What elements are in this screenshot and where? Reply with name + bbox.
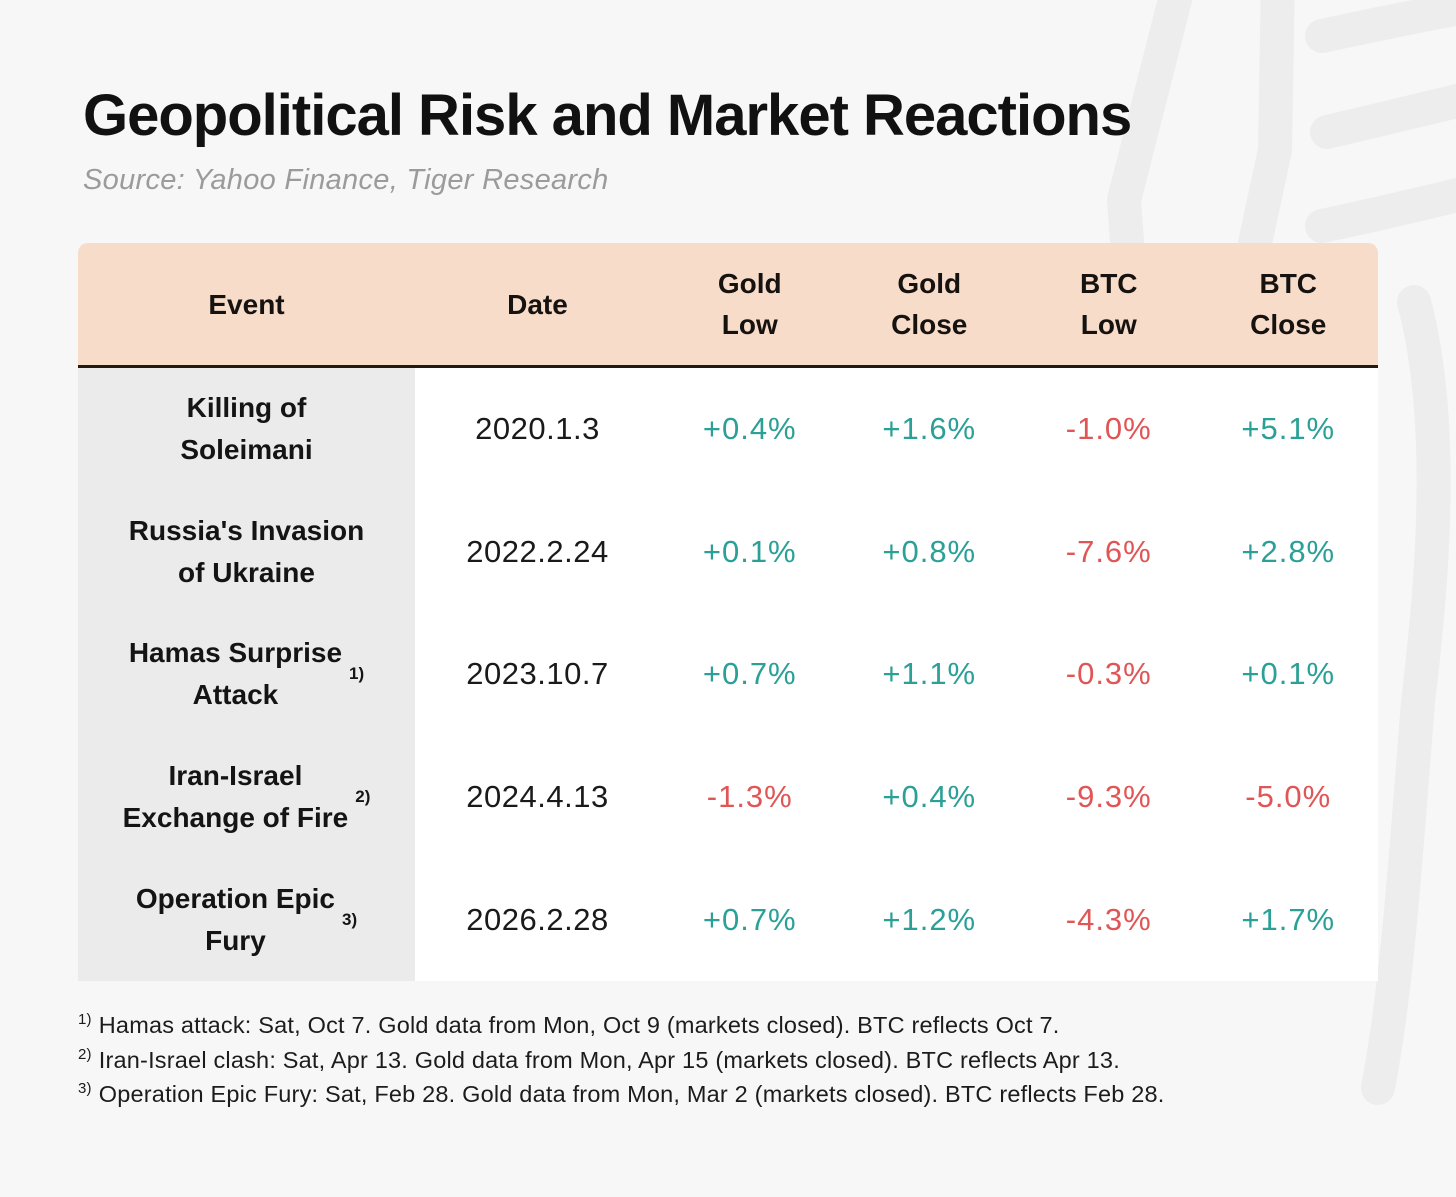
event-cell: Hamas Surprise Attack 1) (78, 613, 415, 736)
column-header: Date (415, 243, 660, 368)
event-cell: Operation Epic Fury 3) (78, 858, 415, 981)
footnote-line: 3) Operation Epic Fury: Sat, Feb 28. Gold… (78, 1077, 1398, 1112)
event-cell: Iran-Israel Exchange of Fire 2) (78, 735, 415, 859)
footnote-text: Hamas attack: Sat, Oct 7. Gold data from… (98, 1012, 1060, 1038)
value-cell: -7.6% (1019, 490, 1199, 614)
footnote-marker: 3) (78, 1080, 92, 1097)
event-name: Operation Epic Fury (135, 882, 336, 956)
value-cell: -1.3% (660, 735, 840, 859)
market-reactions-table: Event Date Gold Low Gold Close BTC Low BTC Cl… (78, 243, 1378, 981)
value-cell: +0.1% (660, 490, 840, 614)
value-cell: +0.8% (839, 490, 1019, 614)
event-name: Hamas Surprise Attack (128, 637, 343, 711)
footnote-text: Iran-Israel clash: Sat, Apr 13. Gold dat… (98, 1046, 1120, 1073)
column-header: BTC Close (1198, 243, 1378, 368)
date-cell: 2026.2.28 (415, 858, 660, 981)
value-cell: +1.6% (839, 368, 1019, 491)
value-cell: -1.0% (1019, 368, 1199, 491)
value-cell: +0.4% (839, 735, 1019, 859)
value-cell: +1.1% (839, 613, 1019, 736)
footnotes: 1) Hamas attack: Sat, Oct 7. Gold data fr… (78, 1008, 1398, 1112)
value-cell: -0.3% (1019, 613, 1199, 736)
value-cell: -5.0% (1198, 735, 1378, 859)
source-line: Source: Yahoo Finance, Tiger Research (83, 164, 609, 196)
value-cell: +0.1% (1198, 613, 1378, 736)
footnote-text: Operation Epic Fury: Sat, Feb 28. Gold d… (98, 1081, 1165, 1107)
column-header: BTC Low (1019, 243, 1199, 368)
date-cell: 2022.2.24 (415, 490, 660, 614)
footnote-marker: 2) (78, 1045, 92, 1063)
event-name: Iran-Israel Exchange of Fire (122, 760, 349, 834)
value-cell: -4.3% (1019, 858, 1199, 981)
page-title: Geopolitical Risk and Market Reactions (83, 83, 1132, 148)
footnote-line: 2) Iran-Israel clash: Sat, Apr 13. Gold d… (78, 1043, 1398, 1078)
date-cell: 2020.1.3 (415, 368, 660, 491)
value-cell: +0.4% (660, 368, 840, 491)
value-cell: +0.7% (660, 613, 840, 736)
date-cell: 2023.10.7 (415, 613, 660, 736)
value-cell: +1.2% (839, 858, 1019, 981)
value-cell: +0.7% (660, 858, 840, 981)
event-cell: Russia's Invasion of Ukraine (78, 490, 415, 614)
value-cell: +1.7% (1198, 858, 1378, 981)
value-cell: +2.8% (1198, 490, 1378, 614)
event-name: Killing of Soleimani (180, 392, 313, 466)
column-header: Event (78, 243, 415, 368)
date-cell: 2024.4.13 (415, 735, 660, 859)
value-cell: -9.3% (1019, 735, 1199, 859)
footnote-marker: 1) (78, 1011, 92, 1028)
event-name: Russia's Invasion of Ukraine (128, 514, 365, 588)
footnote-line: 1) Hamas attack: Sat, Oct 7. Gold data fr… (78, 1008, 1398, 1043)
column-header: Gold Low (660, 243, 840, 368)
event-cell: Killing of Soleimani (78, 368, 415, 491)
value-cell: +5.1% (1198, 368, 1378, 491)
column-header: Gold Close (839, 243, 1019, 368)
